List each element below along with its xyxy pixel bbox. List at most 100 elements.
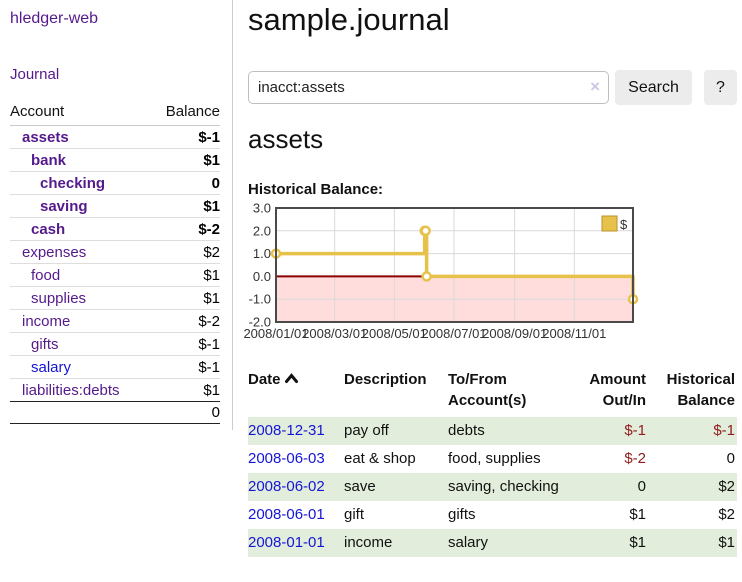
svg-text:2008/05/01: 2008/05/01 — [362, 326, 427, 341]
brand-link[interactable]: hledger-web — [10, 10, 99, 27]
transaction-date-link[interactable]: 2008-06-02 — [248, 478, 325, 495]
historical-balance-chart: $3.0 2.0 1.0 0.0 -1.0 -2.0 2008/01/01 2008/03/0… — [239, 201, 643, 349]
account-column-header: Account — [10, 103, 65, 120]
account-link[interactable]: salary — [31, 358, 72, 376]
balance-cell: $2 — [648, 473, 737, 501]
account-link[interactable]: expenses — [22, 243, 87, 261]
account-row: bank $1 — [10, 149, 220, 172]
date-cell[interactable]: 2008-06-03 — [248, 445, 344, 473]
search-input[interactable] — [248, 71, 609, 104]
date-column-header[interactable]: Date — [248, 363, 344, 417]
accounts-table: Account Balance assets $-1 bank $1 checking 0… — [10, 100, 220, 424]
account-balance: $2 — [203, 243, 220, 261]
transaction-date-link[interactable]: 2008-06-01 — [248, 506, 325, 523]
account-balance: $1 — [203, 197, 220, 215]
account-link[interactable]: food — [31, 266, 61, 284]
account-link[interactable]: cash — [31, 220, 66, 238]
transaction-row[interactable]: 2008-06-02 save saving, checking 0 $2 — [248, 473, 737, 501]
date-cell[interactable]: 2008-06-01 — [248, 501, 344, 529]
date-header-label: Date — [248, 371, 281, 388]
account-link[interactable]: bank — [31, 151, 67, 169]
transaction-row[interactable]: 2008-06-01 gift gifts $1 $2 — [248, 501, 737, 529]
account-row: gifts $-1 — [10, 333, 220, 356]
description-cell: save — [344, 473, 448, 501]
account-balance: 0 — [211, 174, 220, 192]
account-link[interactable]: liabilities:debts — [22, 381, 120, 399]
account-row: food $1 — [10, 264, 220, 287]
description-cell: income — [344, 529, 448, 557]
amount-cell: 0 — [568, 473, 648, 501]
accounts-total-row: 0 — [10, 402, 220, 424]
account-link[interactable]: assets — [22, 128, 69, 146]
sort-ascending-icon — [284, 369, 298, 390]
clear-search-icon[interactable]: × — [590, 77, 600, 96]
chart-title: Historical Balance: — [248, 181, 384, 198]
account-balance: $1 — [203, 381, 220, 399]
register-table: Date Description To/From Account(s) Amou… — [248, 363, 737, 557]
accounts-cell: food, supplies — [448, 450, 541, 467]
account-row: checking 0 — [10, 172, 220, 195]
transaction-row[interactable]: 2008-01-01 income salary $1 $1 — [248, 529, 737, 557]
account-balance: $-1 — [198, 335, 220, 353]
svg-text:3.0: 3.0 — [253, 203, 271, 216]
balance-cell: 0 — [726, 450, 735, 467]
account-row: income $-2 — [10, 310, 220, 333]
balance-cell: $2 — [718, 506, 735, 523]
transaction-row[interactable]: 2008-06-03 eat & shop food, supplies $-2 0 — [248, 445, 737, 473]
account-balance: $1 — [203, 289, 220, 307]
account-link[interactable]: checking — [40, 174, 106, 192]
amount-column-header[interactable]: Amount Out/In — [589, 371, 646, 409]
account-link[interactable]: supplies — [31, 289, 87, 307]
transaction-date-link[interactable]: 2008-12-31 — [248, 422, 325, 439]
accounts-cell: salary — [448, 529, 568, 557]
account-link[interactable]: saving — [40, 197, 88, 215]
account-link[interactable]: income — [22, 312, 71, 330]
balance-cell: $1 — [648, 529, 737, 557]
accounts-table-header: Account Balance — [10, 100, 220, 126]
svg-text:2008/01/01: 2008/01/01 — [243, 326, 308, 341]
transaction-row[interactable]: 2008-12-31 pay off debts $-1 $-1 — [248, 417, 737, 445]
page-title: sample.journal — [248, 2, 450, 37]
date-cell[interactable]: 2008-06-02 — [248, 473, 344, 501]
account-row: cash $-2 — [10, 218, 220, 241]
transaction-date-link[interactable]: 2008-01-01 — [248, 534, 325, 551]
accounts-column-header[interactable]: To/From Account(s) — [448, 371, 527, 409]
transaction-date-link[interactable]: 2008-06-03 — [248, 450, 325, 467]
accounts-cell: saving, checking — [448, 473, 568, 501]
main-content: sample.journal × Search ? assets Histori… — [243, 0, 737, 557]
account-row: salary $-1 — [10, 356, 220, 379]
account-link[interactable]: gifts — [31, 335, 59, 353]
account-balance: $1 — [203, 266, 220, 284]
amount-cell: $-2 — [624, 450, 646, 467]
svg-text:2008/11/01: 2008/11/01 — [542, 326, 606, 341]
search-button[interactable]: Search — [615, 70, 692, 105]
date-cell[interactable]: 2008-12-31 — [248, 417, 344, 445]
svg-text:2.0: 2.0 — [253, 223, 271, 238]
search-input-wrap: × — [248, 71, 609, 104]
balance-chart-svg: $3.0 2.0 1.0 0.0 -1.0 -2.02008/01/012008/03/0… — [243, 201, 639, 341]
description-cell: eat & shop — [344, 450, 416, 467]
svg-text:$: $ — [620, 217, 628, 232]
svg-text:-1.0: -1.0 — [249, 292, 271, 307]
account-balance: $1 — [203, 151, 220, 169]
account-heading: assets — [248, 124, 324, 154]
help-button[interactable]: ? — [704, 70, 737, 105]
date-cell[interactable]: 2008-01-01 — [248, 529, 344, 557]
description-cell: pay off — [344, 417, 448, 445]
description-column-header[interactable]: Description — [344, 371, 427, 388]
balance-column-header[interactable]: Historical Balance — [666, 371, 735, 409]
register-header-row: Date Description To/From Account(s) Amou… — [248, 363, 737, 417]
account-balance: $-1 — [198, 358, 220, 376]
svg-text:2008/07/01: 2008/07/01 — [421, 326, 486, 341]
amount-cell: $1 — [568, 529, 648, 557]
account-row: expenses $2 — [10, 241, 220, 264]
accounts-cell: debts — [448, 417, 568, 445]
sidebar-item-journal[interactable]: Journal — [10, 66, 60, 83]
accounts-cell: gifts — [448, 506, 476, 523]
search-form: × Search ? — [248, 70, 737, 105]
account-balance: $-2 — [198, 312, 220, 330]
svg-text:2008/09/01: 2008/09/01 — [482, 326, 547, 341]
account-row: liabilities:debts $1 — [10, 379, 220, 402]
balance-cell: $-1 — [648, 417, 737, 445]
